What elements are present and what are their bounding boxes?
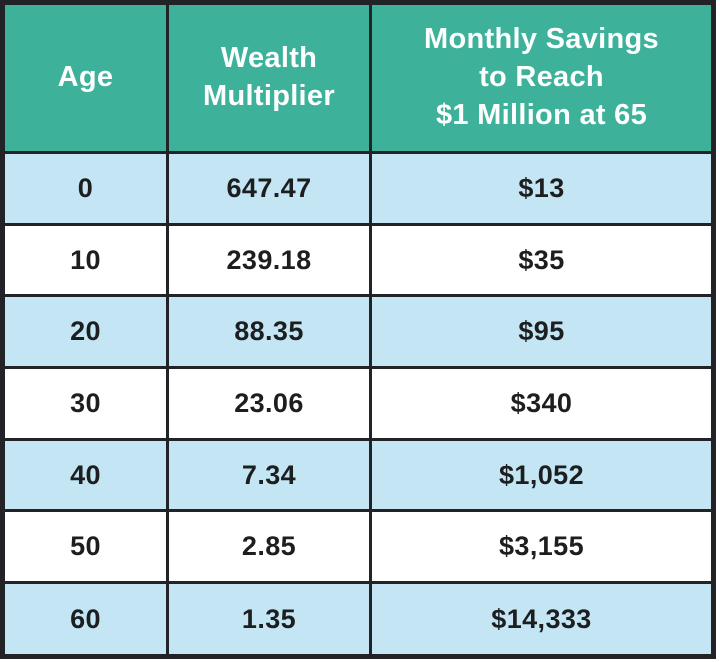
table-row: 30 23.06 $340 bbox=[1, 366, 715, 441]
table-row: 50 2.85 $3,155 bbox=[1, 509, 715, 585]
cell-multiplier: 23.06 bbox=[166, 366, 372, 441]
cell-savings: $13 bbox=[369, 151, 715, 226]
cell-savings: $1,052 bbox=[369, 437, 715, 513]
cell-age: 10 bbox=[1, 222, 169, 298]
cell-savings: $340 bbox=[369, 366, 715, 441]
cell-savings: $14,333 bbox=[369, 581, 715, 658]
cell-age: 30 bbox=[1, 366, 169, 441]
cell-multiplier: 7.34 bbox=[166, 437, 372, 513]
table-row: 20 88.35 $95 bbox=[1, 294, 715, 370]
cell-multiplier: 647.47 bbox=[166, 151, 372, 226]
cell-age: 50 bbox=[1, 509, 169, 585]
table-row: 60 1.35 $14,333 bbox=[1, 581, 715, 658]
cell-savings: $95 bbox=[369, 294, 715, 370]
table-row: 10 239.18 $35 bbox=[1, 222, 715, 298]
cell-multiplier: 2.85 bbox=[166, 509, 372, 585]
cell-age: 60 bbox=[1, 581, 169, 658]
table-row: 0 647.47 $13 bbox=[1, 151, 715, 226]
column-header-monthly-savings: Monthly Savings to Reach $1 Million at 6… bbox=[369, 1, 715, 154]
cell-savings: $3,155 bbox=[369, 509, 715, 585]
cell-age: 40 bbox=[1, 437, 169, 513]
cell-multiplier: 1.35 bbox=[166, 581, 372, 658]
cell-age: 0 bbox=[1, 151, 169, 226]
header-row: Age Wealth Multiplier Monthly Savings to… bbox=[1, 1, 715, 154]
cell-multiplier: 239.18 bbox=[166, 222, 372, 298]
table-row: 40 7.34 $1,052 bbox=[1, 437, 715, 513]
column-header-wealth-multiplier: Wealth Multiplier bbox=[166, 1, 372, 154]
cell-savings: $35 bbox=[369, 222, 715, 298]
column-header-age: Age bbox=[1, 1, 169, 154]
cell-multiplier: 88.35 bbox=[166, 294, 372, 370]
cell-age: 20 bbox=[1, 294, 169, 370]
